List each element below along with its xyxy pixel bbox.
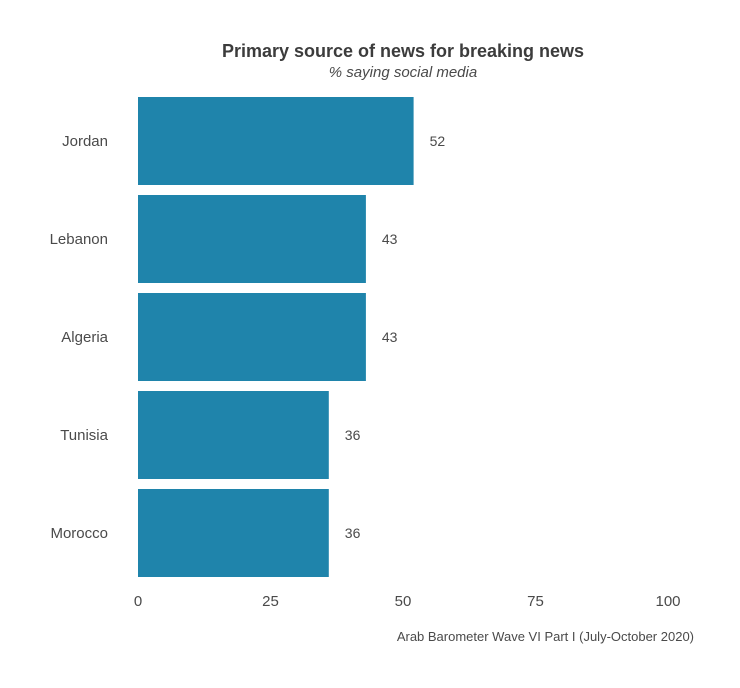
category-label-algeria: Algeria [61,329,108,346]
bars-group [138,97,414,577]
x-tick-label: 75 [527,593,544,610]
value-label-lebanon: 43 [382,231,398,247]
bar-jordan [138,97,414,185]
category-label-tunisia: Tunisia [60,427,108,444]
value-labels: 52 43 43 36 36 [345,133,446,541]
x-axis-ticks: 0 25 50 75 100 [134,593,681,610]
value-label-algeria: 43 [382,329,398,345]
chart-subtitle: % saying social media [329,64,477,81]
x-tick-label: 25 [262,593,279,610]
value-label-morocco: 36 [345,525,361,541]
category-label-morocco: Morocco [50,525,108,542]
chart-title: Primary source of news for breaking news [222,41,584,61]
bar-morocco [138,489,329,577]
x-tick-label: 0 [134,593,142,610]
x-tick-label: 50 [395,593,412,610]
bar-lebanon [138,195,366,283]
bar-tunisia [138,391,329,479]
chart-caption: Arab Barometer Wave VI Part I (July-Octo… [397,629,694,644]
value-label-tunisia: 36 [345,427,361,443]
category-labels: Jordan Lebanon Algeria Tunisia Morocco [50,133,109,542]
x-tick-label: 100 [655,593,680,610]
category-label-lebanon: Lebanon [50,231,108,248]
value-label-jordan: 52 [430,133,446,149]
bar-algeria [138,293,366,381]
category-label-jordan: Jordan [62,133,108,150]
